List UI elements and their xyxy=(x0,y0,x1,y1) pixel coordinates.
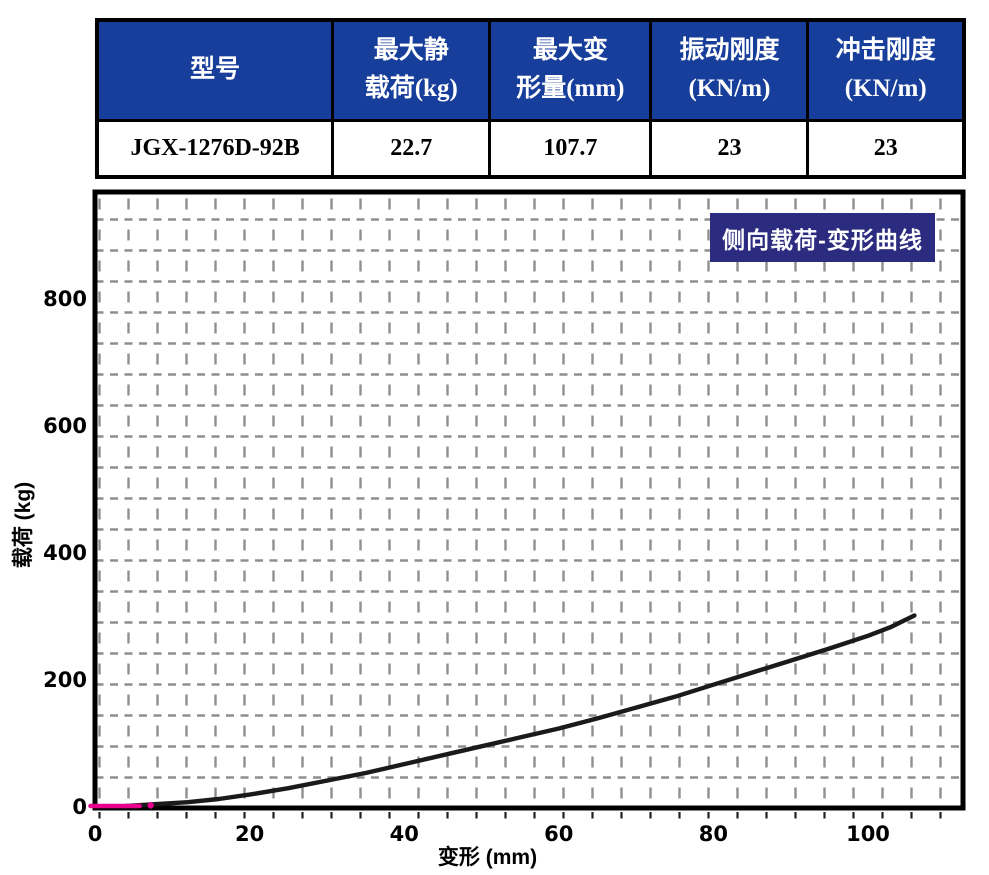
y-axis-label: 载荷 (kg) xyxy=(12,481,35,569)
cell-max-deformation: 107.7 xyxy=(488,118,653,179)
col-header-text: 载荷(kg) xyxy=(364,75,458,103)
col-header-text: 振动刚度 xyxy=(679,36,780,64)
col-header-model-text: 型号 xyxy=(190,55,241,83)
侧向载荷-变形曲线 xyxy=(123,613,917,809)
col-header-vibration-stiffness: 振动刚度 (KN/m) xyxy=(649,18,810,122)
plot-frame xyxy=(92,189,966,811)
cell-impact-stiffness: 23 xyxy=(806,118,966,179)
col-header-text: 最大静 xyxy=(373,36,449,64)
x-tick-label: 40 xyxy=(390,822,419,846)
x-tick-label: 20 xyxy=(235,822,264,846)
col-header-text: (KN/m) xyxy=(844,75,927,103)
y-tick-label: 600 xyxy=(43,414,87,438)
x-tick-label: 80 xyxy=(699,822,728,846)
x-tick-label: 100 xyxy=(846,822,890,846)
y-tick-label: 0 xyxy=(72,795,87,819)
cell-model: JGX-1276D-92B xyxy=(95,118,335,179)
x-tick-label: 60 xyxy=(544,822,573,846)
table-header-row: 型号 最大静 载荷(kg) 最大变 形量(mm) 振动刚度 (KN/m) 冲击刚… xyxy=(95,18,966,122)
y-tick-label: 400 xyxy=(43,541,87,565)
cell-max-static-load: 22.7 xyxy=(331,118,492,179)
y-tick-label: 200 xyxy=(43,668,87,692)
col-header-model: 型号 xyxy=(95,18,335,122)
spec-table: 型号 最大静 载荷(kg) 最大变 形量(mm) 振动刚度 (KN/m) 冲击刚… xyxy=(95,18,966,179)
origin-accent-dot xyxy=(147,802,154,809)
col-header-max-deformation: 最大变 形量(mm) xyxy=(488,18,653,122)
col-header-text: 最大变 xyxy=(532,36,608,64)
chart-title-badge: 侧向载荷-变形曲线 xyxy=(710,213,935,262)
col-header-text: (KN/m) xyxy=(688,75,771,103)
col-header-text: 冲击刚度 xyxy=(835,36,936,64)
col-header-text: 形量(mm) xyxy=(516,75,625,103)
col-header-max-static-load: 最大静 载荷(kg) xyxy=(331,18,492,122)
x-tick-label: 0 xyxy=(88,822,103,846)
col-header-impact-stiffness: 冲击刚度 (KN/m) xyxy=(806,18,966,122)
cell-vibration-stiffness: 23 xyxy=(649,118,810,179)
table-data-row: JGX-1276D-92B 22.7 107.7 23 23 xyxy=(95,118,966,179)
y-tick-label: 800 xyxy=(43,287,87,311)
x-axis-label: 变形 (mm) xyxy=(437,846,538,869)
